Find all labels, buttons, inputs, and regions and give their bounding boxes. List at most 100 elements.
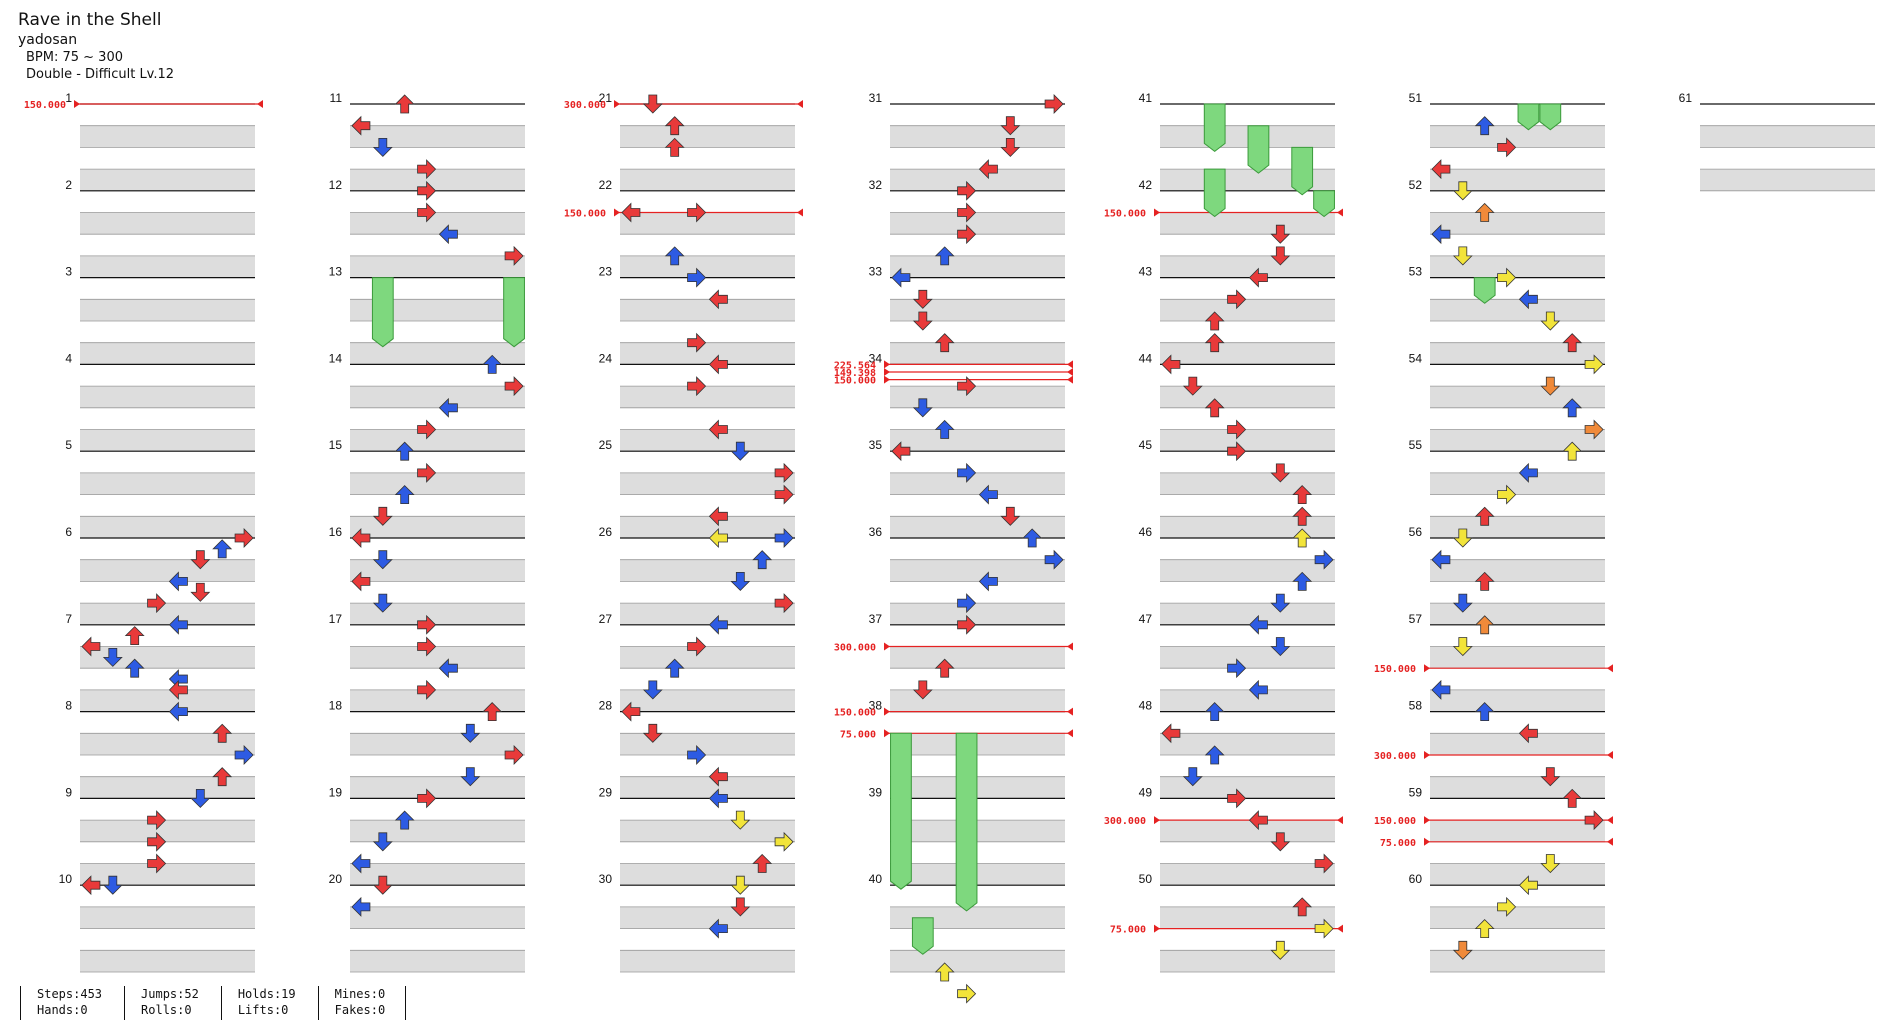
measure-number: 2 (65, 178, 72, 192)
beat-band (80, 733, 255, 755)
measure-number: 60 (1409, 872, 1423, 886)
bpm-marker (1607, 664, 1613, 673)
measure-41: 41 (1139, 91, 1335, 192)
arrow-up-note (1562, 333, 1583, 353)
bpm-change: 150.000 (24, 100, 263, 111)
arrow-down-note (730, 810, 751, 830)
song-artist: yadosan (18, 32, 78, 48)
arrow-left-note (621, 202, 641, 223)
chart-stats: Steps:453 Hands:0 Jumps:52 Rolls:0 Holds… (20, 986, 407, 1020)
measure-number: 22 (599, 178, 613, 192)
beat-band (1430, 906, 1605, 929)
beat-band (1160, 212, 1335, 235)
arrow-right-note (957, 983, 977, 1004)
beat-band (620, 342, 795, 365)
arrow-right-note (147, 810, 167, 831)
arrow-right-note (417, 462, 437, 483)
beat-band (350, 776, 525, 799)
beat-band (620, 689, 795, 712)
arrow-right-note (1227, 289, 1247, 310)
measure-21: 21 (599, 91, 795, 192)
beat-band (350, 689, 525, 712)
measure-17: 17 (329, 612, 525, 712)
stat-fakes: Fakes:0 (334, 1003, 386, 1017)
measure-31: 31 (869, 91, 1065, 192)
measure-number: 15 (329, 438, 343, 452)
bpm-value: 300.000 (834, 643, 876, 654)
arrow-down-note (190, 789, 211, 808)
measure-44: 44 (1139, 351, 1335, 452)
arrow-down-note (1540, 376, 1561, 396)
bpm-value: 300.000 (1374, 751, 1416, 762)
bpm-value: 75.000 (1110, 925, 1146, 936)
beat-band (80, 863, 255, 886)
arrow-right-note (1497, 267, 1517, 288)
hold-body (890, 732, 912, 890)
measure-27: 27 (599, 612, 795, 712)
beat-band (80, 820, 255, 842)
arrow-right-note (1227, 788, 1247, 809)
arrow-down-note (1270, 637, 1291, 657)
bpm-marker (1424, 751, 1430, 759)
arrow-down-note (1452, 181, 1473, 201)
beat-band (1160, 646, 1335, 669)
bpm-marker (1154, 816, 1160, 825)
measure-40: 40 (869, 872, 1065, 973)
measure-10: 10 (59, 872, 255, 973)
hold-body (955, 732, 978, 912)
arrow-right-note (957, 614, 977, 635)
beat-band (890, 646, 1065, 669)
arrow-right-note (417, 180, 437, 201)
stats-col-steps: Steps:453 Hands:0 (20, 986, 124, 1020)
beat-band (890, 342, 1065, 365)
arrow-left-note (1431, 549, 1451, 570)
measure-5: 5 (65, 438, 255, 539)
arrow-left-note (81, 636, 101, 657)
arrow-down-note (1270, 593, 1291, 613)
arrow-right-note (957, 180, 977, 201)
arrow-up-note (1562, 398, 1583, 418)
arrow-up-note (1204, 745, 1225, 765)
stat-holds: Holds:19 (237, 987, 296, 1001)
measure-32: 32 (869, 178, 1065, 279)
beat-band (620, 516, 795, 538)
beat-band (350, 863, 525, 886)
beat-band (1160, 342, 1335, 365)
measure-number: 27 (599, 612, 613, 626)
hold-body (1473, 277, 1496, 304)
arrow-right-note (504, 745, 524, 765)
measure-28: 28 (599, 699, 795, 799)
arrow-right-note (147, 831, 167, 852)
beat-band (80, 125, 255, 148)
beat-band (350, 386, 525, 408)
arrow-right-note (504, 376, 524, 397)
bpm-marker (884, 367, 890, 376)
hold-body (1517, 103, 1540, 131)
arrow-left-note (978, 484, 998, 505)
beat-band (1160, 125, 1335, 148)
arrow-left-note (708, 788, 728, 809)
hold-body (503, 277, 525, 348)
beat-band (1160, 733, 1335, 755)
beat-band (80, 429, 255, 452)
measure-number: 34 (869, 351, 883, 365)
beat-band (890, 776, 1065, 799)
hold-body (911, 917, 934, 955)
beat-band (1430, 950, 1605, 972)
beat-band (890, 386, 1065, 408)
beat-band (1160, 386, 1335, 408)
measure-26: 26 (599, 525, 795, 626)
arrow-down-note (372, 832, 393, 852)
bpm-change: 150.000 (564, 208, 803, 220)
arrow-down-note (1000, 506, 1021, 526)
arrow-left-note (1248, 614, 1268, 635)
arrow-down-note (372, 506, 393, 526)
arrow-right-note (1497, 484, 1517, 505)
arrow-left-note (891, 267, 911, 288)
beat-band (350, 516, 525, 538)
arrow-up-note (1474, 615, 1495, 635)
arrow-left-note (168, 614, 188, 635)
measure-1: 1 (65, 91, 255, 192)
beat-band (620, 733, 795, 755)
measure-number: 57 (1409, 612, 1423, 626)
